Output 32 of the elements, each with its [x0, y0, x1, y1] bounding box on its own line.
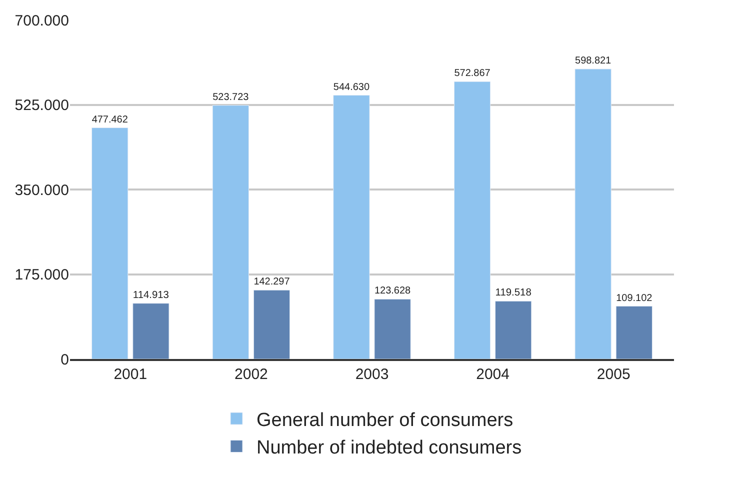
data-label: 572.867 — [454, 68, 491, 80]
data-label: 142.297 — [254, 276, 290, 288]
y-tick-label: 350.000 — [14, 182, 69, 199]
bar — [574, 68, 612, 359]
data-label: 114.913 — [132, 290, 170, 301]
y-tick-label: 0 — [60, 351, 69, 368]
x-tick-label: 2002 — [234, 366, 268, 383]
data-label: 477.462 — [92, 114, 128, 126]
bar — [333, 94, 370, 359]
y-tick-label: 175.000 — [14, 266, 69, 284]
y-tick-label: 525.000 — [14, 97, 69, 114]
legend-label: Number of indebted consumers — [256, 438, 522, 459]
x-tick-label: 2003 — [355, 366, 389, 383]
data-label: 523.723 — [212, 92, 250, 103]
bar — [616, 306, 652, 359]
bar — [495, 300, 532, 359]
bar — [454, 81, 491, 359]
data-label: 119.518 — [495, 288, 532, 299]
x-tick-label: 2001 — [114, 366, 148, 383]
bar — [374, 298, 411, 359]
x-tick-label: 2005 — [596, 366, 630, 383]
bar — [253, 290, 290, 359]
legend-label: General number of consumers — [256, 410, 514, 431]
data-label: 544.630 — [333, 82, 370, 93]
bar — [212, 105, 249, 359]
y-tick-label: 700.000 — [14, 12, 69, 30]
bar — [132, 303, 170, 359]
data-label: 109.102 — [616, 292, 653, 304]
x-tick-label: 2004 — [476, 366, 510, 383]
data-label: 598.821 — [575, 56, 612, 67]
bar — [92, 128, 128, 359]
data-label: 123.628 — [374, 286, 412, 297]
